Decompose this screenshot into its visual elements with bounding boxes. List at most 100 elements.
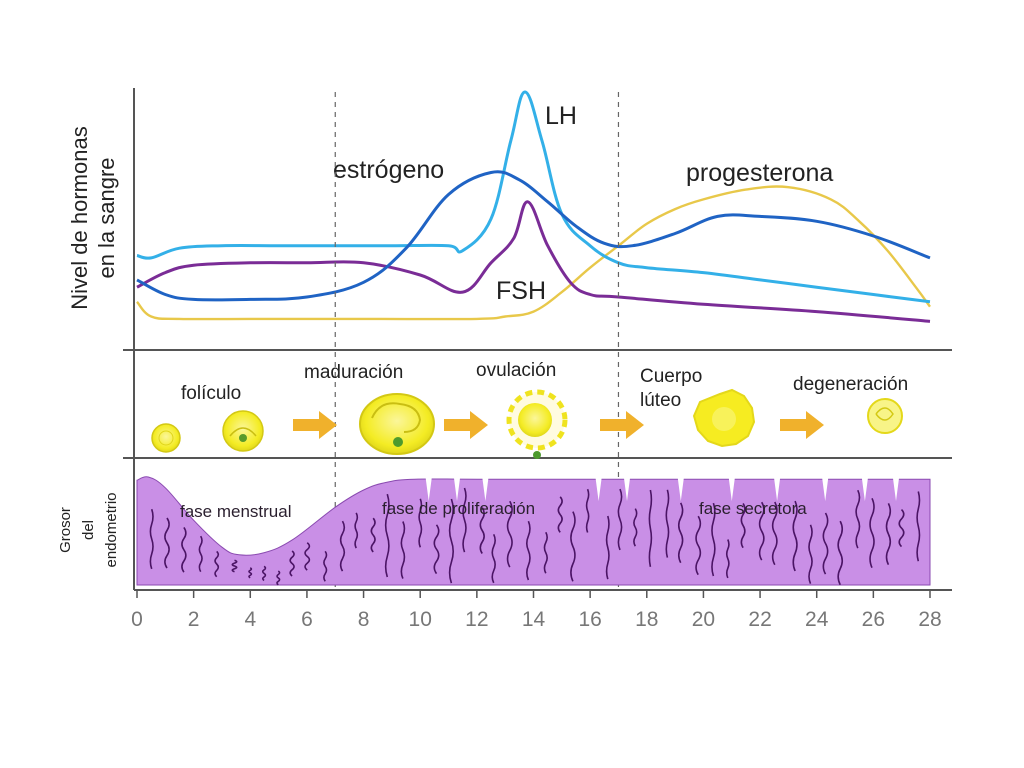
- stage-label-ovulacion: ovulación: [476, 360, 556, 381]
- stage-label-cuerpo: Cuerpo: [640, 366, 702, 387]
- endometrium-phase-proliferacion: fase de proliferación: [382, 499, 535, 518]
- endometrium-gland: [198, 535, 203, 573]
- endometrium-gland: [822, 512, 829, 575]
- ovary-stage-panel: folículo maduración ovulación Cuerpo lút…: [123, 350, 952, 459]
- hormone-y-label-line-2: en la sangre: [94, 157, 119, 278]
- arrow-icon: [600, 411, 644, 439]
- endometrium-glands: [149, 487, 921, 586]
- endometrium-gland: [384, 493, 390, 578]
- endometrium-y-label-line-3: endometrio: [103, 492, 120, 567]
- series-line-lh: [136, 90, 931, 304]
- endometrium-thickness-area: [136, 476, 931, 586]
- stage-label-foliculo: folículo: [181, 383, 241, 404]
- endometrium-gland: [570, 511, 576, 582]
- endometrium-gland: [792, 500, 798, 572]
- endometrium-gland: [418, 498, 423, 548]
- endometrium-gland: [526, 520, 531, 581]
- endometrium-gland: [557, 496, 563, 533]
- curve-label-progesterona: progesterona: [686, 159, 833, 187]
- endometrium-gland: [677, 502, 684, 564]
- endometrium-gland: [164, 517, 170, 569]
- endometrium-gland: [885, 503, 892, 566]
- stage-label-maduracion: maduración: [304, 362, 403, 383]
- endometrium-gland: [543, 531, 548, 574]
- endometrium-gland: [808, 524, 813, 585]
- series-line-progesterona: [136, 185, 931, 321]
- endometrium-gland: [695, 515, 702, 576]
- endometrium-gland: [276, 570, 281, 586]
- endometrium-y-label-line-2: del: [80, 520, 97, 540]
- x-tick-label: 16: [578, 608, 601, 631]
- corpus-luteum-icon: [692, 388, 756, 448]
- endometrium-gland: [433, 524, 440, 575]
- x-tick-label: 8: [358, 608, 370, 631]
- endometrium-gland: [617, 488, 623, 551]
- series-line-estrogeno: [136, 170, 931, 302]
- endometrium-gland: [855, 489, 861, 549]
- endometrium-gland: [448, 498, 454, 584]
- x-tick-label: 18: [635, 608, 658, 631]
- follicle-primary-icon: [222, 410, 264, 452]
- x-tick-label: 0: [131, 608, 143, 631]
- endometrium-gland: [898, 509, 905, 548]
- x-tick-label: 20: [692, 608, 715, 631]
- series-line-fsh: [136, 200, 931, 323]
- stage-label-luteo: lúteo: [640, 390, 681, 411]
- x-tick-label: 28: [918, 608, 941, 631]
- hormone-y-label-line-1: Nivel de hormonas: [67, 126, 92, 309]
- follicle-maturing-icon: [359, 393, 435, 455]
- endometrium-gland: [605, 515, 610, 580]
- follicle-small-icon: [151, 423, 181, 453]
- endometrium-gland: [354, 512, 359, 549]
- endometrium-gland: [462, 487, 467, 553]
- endometrium-gland: [740, 502, 746, 549]
- endometrium-gland: [400, 521, 406, 579]
- arrow-icon: [293, 411, 337, 439]
- stage-label-degeneracion: degeneración: [793, 374, 908, 395]
- x-tick-label: 6: [301, 608, 313, 631]
- curve-label-fsh: FSH: [496, 277, 546, 305]
- endometrium-gland: [181, 526, 187, 573]
- endometrium-gland: [304, 542, 311, 571]
- x-tick-label: 2: [188, 608, 200, 631]
- endometrium-gland: [261, 565, 267, 582]
- x-tick-label: 12: [465, 608, 488, 631]
- endometrium-gland: [248, 567, 253, 579]
- endometrium-gland: [479, 507, 485, 554]
- endometrium-gland: [585, 488, 590, 533]
- endometrium-gland: [214, 550, 220, 578]
- endometrium-y-label-line-1: Grosor: [57, 507, 74, 553]
- endometrium-phase-secretora: fase secretora: [699, 499, 807, 518]
- stage-label-cuerpo-luteo: Cuerpo lúteo: [640, 366, 708, 411]
- arrow-icon: [780, 411, 824, 439]
- hormone-chart: Nivel de hormonas en la sangre estrógeno…: [67, 88, 952, 351]
- x-tick-label: 22: [748, 608, 771, 631]
- endometrium-gland: [725, 539, 730, 579]
- curve-label-estrogeno: estrógeno: [333, 156, 444, 184]
- endometrium-gland: [370, 517, 376, 553]
- day-ticks: 0 2 4 6 8 10 12 14 16 18 20 22 24 26 28: [131, 590, 942, 631]
- x-tick-label: 24: [805, 608, 829, 631]
- phase-dividers: [334, 92, 620, 590]
- endometrium-gland: [491, 533, 496, 584]
- endometrium-gland: [323, 550, 328, 582]
- endometrium-gland: [648, 489, 653, 567]
- x-tick-label: 4: [244, 608, 256, 631]
- degenerating-body-icon: [867, 398, 903, 434]
- endometrium-gland: [837, 520, 844, 586]
- endometrium-gland: [149, 508, 154, 570]
- follicle-ovulation-icon: [506, 389, 568, 459]
- series-layer: [136, 90, 931, 323]
- endometrium-gland: [869, 497, 875, 569]
- x-tick-label: 10: [409, 608, 432, 631]
- endometrium-panel: Grosor del endometrio fase menstrual fas…: [57, 458, 952, 631]
- x-tick-label: 14: [522, 608, 546, 631]
- arrow-icon: [444, 411, 488, 439]
- endometrium-gland: [665, 489, 670, 558]
- endometrium-gland: [339, 520, 346, 572]
- endometrium-gland: [506, 500, 513, 568]
- endometrium-gland: [633, 508, 638, 547]
- endometrium-gland: [916, 491, 921, 562]
- curve-label-lh: LH: [545, 102, 577, 130]
